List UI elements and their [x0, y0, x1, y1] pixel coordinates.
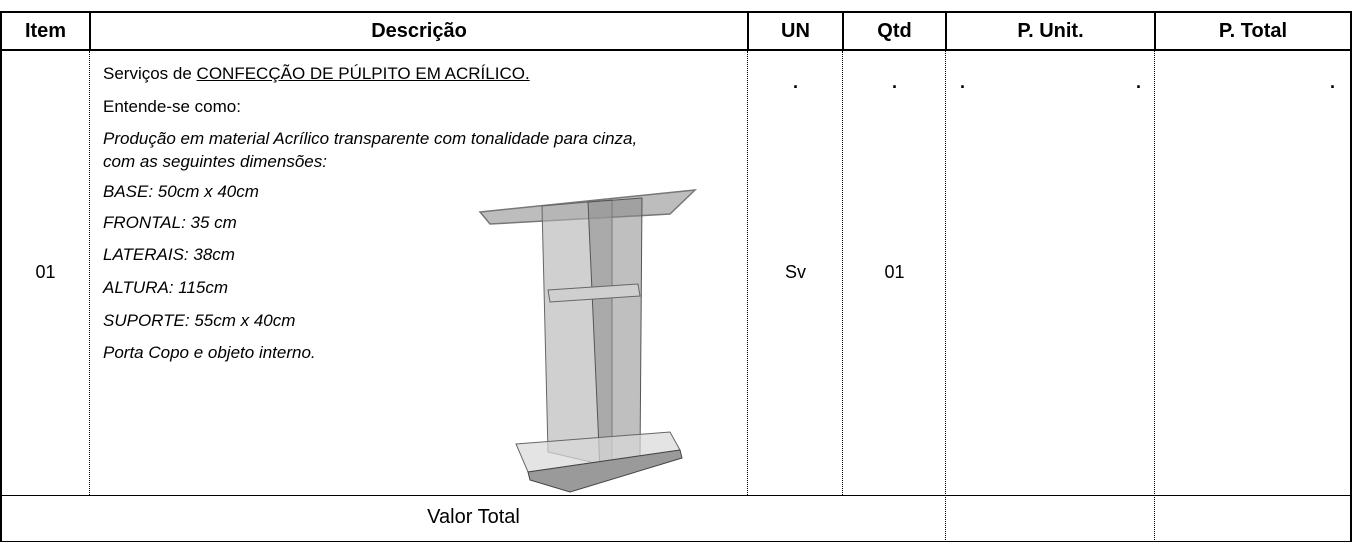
placeholder-mark: . — [960, 72, 966, 92]
description-detail: BASE: 50cm x 40cm — [103, 182, 259, 201]
rule — [945, 51, 946, 542]
description-detail: ALTURA: 115cm — [103, 278, 229, 297]
placeholder-mark: . — [1136, 72, 1142, 92]
rule — [89, 51, 90, 495]
rule — [747, 11, 749, 50]
rule — [945, 11, 947, 50]
header-cell: P. Total — [1218, 20, 1288, 42]
description-detail: Produção em material Acrílico transparen… — [103, 129, 638, 148]
rule — [1154, 51, 1155, 542]
description-line: Serviços de CONFECÇÃO DE PÚLPITO EM ACRÍ… — [103, 64, 530, 84]
description-detail: com as seguintes dimensões: — [103, 152, 327, 171]
description-intro: Entende-se como: — [103, 97, 241, 116]
description-detail: Porta Copo e objeto interno. — [103, 343, 316, 362]
header-cell: P. Unit. — [1017, 20, 1084, 42]
header-cell: UN — [781, 20, 810, 42]
rule — [842, 51, 843, 495]
rule — [842, 11, 844, 50]
rule — [0, 49, 1352, 51]
header-cell: Item — [24, 20, 67, 42]
placeholder-mark: . — [792, 72, 798, 92]
qtd-cell: 01 — [884, 262, 905, 282]
rule — [1154, 11, 1156, 50]
description-detail: LATERAIS: 38cm — [103, 245, 235, 264]
description-detail: SUPORTE: 55cm x 40cm — [103, 311, 296, 330]
un-cell: Sv — [784, 262, 806, 282]
rule — [1350, 11, 1352, 542]
description-detail: FRONTAL: 35 cm — [103, 213, 237, 232]
description-title: CONFECÇÃO DE PÚLPITO EM ACRÍLICO. — [196, 64, 530, 83]
podium-image — [478, 189, 698, 493]
rule — [0, 495, 1352, 496]
rule — [0, 11, 2, 542]
placeholder-mark: . — [891, 72, 897, 92]
header-cell: Qtd — [877, 20, 912, 42]
item-cell: 01 — [35, 262, 56, 282]
placeholder-mark: . — [1330, 72, 1336, 92]
rule — [89, 11, 91, 50]
footer-label: Valor Total — [427, 506, 520, 528]
description-prefix: Serviços de — [103, 64, 197, 83]
header-cell: Descrição — [371, 20, 467, 42]
rule — [0, 11, 1352, 13]
rule — [747, 51, 748, 495]
